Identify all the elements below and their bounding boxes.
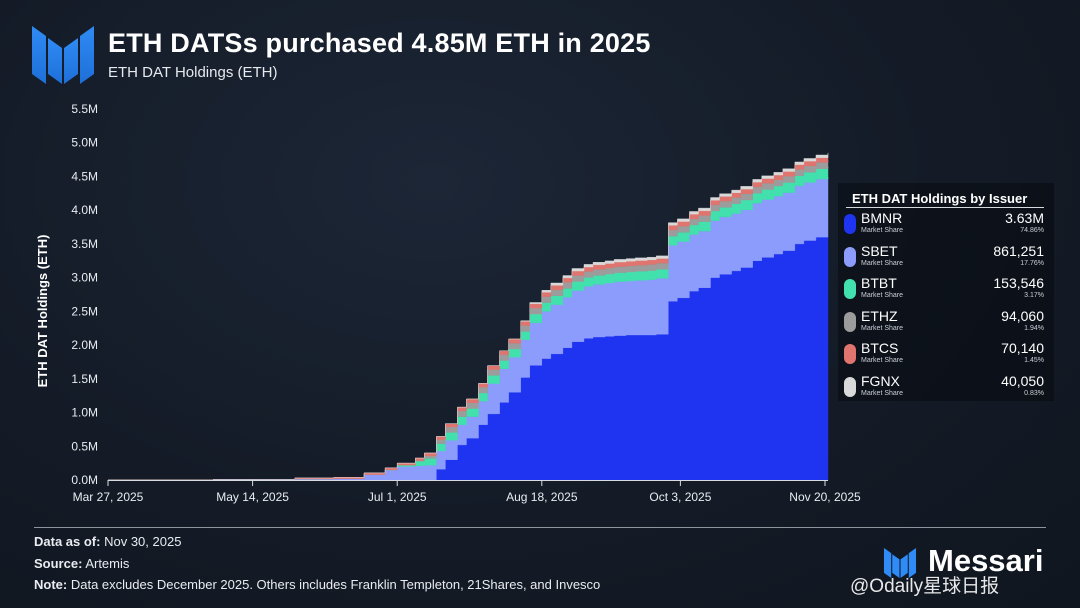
y-tick-label: 0.5M: [71, 439, 98, 453]
legend-holdings-value: 70,140: [1001, 340, 1044, 356]
legend-item-btbt: BTBT Market Share 153,546 3.17%: [844, 274, 1044, 306]
y-tick-label: 1.0M: [71, 406, 98, 420]
legend-issuer-name: FGNX: [861, 372, 900, 389]
legend-holdings-value: 94,060: [1001, 307, 1044, 324]
legend-issuer-name: ETHZ: [861, 307, 898, 324]
legend-market-share-label: Market Share: [861, 324, 904, 332]
source-label: Source:: [34, 556, 83, 571]
legend-item-fgnx: FGNX Market Share 40,050 0.83%: [844, 372, 1044, 404]
chart-subtitle: ETH DAT Holdings (ETH): [108, 64, 278, 81]
legend-swatch: [844, 279, 856, 299]
x-tick-label: Mar 27, 2025: [73, 490, 144, 504]
source-value: Artemis: [85, 556, 130, 571]
legend-holdings-value: 153,546: [993, 275, 1044, 291]
legend-swatch: [844, 311, 856, 332]
legend-item-ethz: ETHZ Market Share 94,060 1.94%: [844, 307, 1044, 339]
legend-item-btcs: BTCS Market Share 70,140 1.45%: [844, 339, 1044, 371]
messari-brand-icon: [883, 548, 917, 578]
data-as-of: Data as of: Nov 30, 2025: [34, 534, 181, 549]
area-fgnx: [108, 152, 829, 481]
chart-title: ETH DATSs purchased 4.85M ETH in 2025: [108, 28, 651, 58]
note-line: Note: Data excludes December 2025. Other…: [34, 577, 600, 592]
x-tick-label: Nov 20, 2025: [789, 490, 861, 504]
messari-logo-icon: [32, 26, 94, 84]
legend-market-share-value: 74.86%: [1020, 227, 1044, 234]
data-as-of-value: Nov 30, 2025: [104, 534, 182, 549]
source-line: Source: Artemis: [34, 556, 129, 571]
y-tick-label: 0.0M: [71, 473, 98, 487]
x-tick-label: Oct 3, 2025: [649, 490, 711, 504]
legend-market-share-label: Market Share: [861, 292, 904, 299]
x-tick-label: Jul 1, 2025: [368, 490, 427, 504]
legend-item-sbet: SBET Market Share 861,251 17.76%: [844, 242, 1044, 274]
legend-market-share-value: 1.45%: [1024, 357, 1044, 364]
watermark: @Odaily星球日报: [850, 576, 1000, 597]
legend-market-share-label: Market Share: [861, 357, 904, 364]
legend-market-share-label: Market Share: [861, 389, 904, 397]
legend-swatch: [844, 376, 856, 397]
note-label: Note:: [34, 577, 68, 592]
note-value: Data excludes December 2025. Others incl…: [70, 577, 601, 592]
x-tick-label: Aug 18, 2025: [506, 490, 578, 504]
y-axis-label: ETH DAT Holdings (ETH): [35, 235, 50, 388]
y-tick-label: 2.0M: [71, 338, 98, 352]
legend-item-bmnr: BMNR Market Share 3.63M 74.86%: [844, 209, 1044, 241]
y-tick-label: 3.5M: [71, 237, 98, 251]
legend-holdings-value: 3.63M: [1005, 210, 1044, 226]
legend-holdings-value: 40,050: [1001, 372, 1044, 389]
y-tick-label: 2.5M: [71, 304, 98, 318]
legend-swatch: [844, 214, 856, 234]
legend-issuer-name: SBET: [861, 242, 898, 259]
legend-background: [838, 183, 1054, 401]
legend-market-share-value: 1.94%: [1024, 324, 1044, 332]
legend-swatch: [844, 246, 856, 267]
legend-market-share-value: 17.76%: [1020, 259, 1044, 267]
footer-divider: [34, 527, 1046, 528]
legend: ETH DAT Holdings by Issuer BMNR Market Sh…: [838, 183, 1054, 401]
x-tick-label: May 14, 2025: [216, 490, 289, 504]
legend-market-share-value: 0.83%: [1024, 389, 1044, 397]
legend-issuer-name: BMNR: [861, 210, 903, 226]
y-tick-label: 5.5M: [71, 102, 98, 116]
y-tick-label: 3.0M: [71, 271, 98, 285]
data-as-of-label: Data as of:: [34, 534, 101, 549]
legend-divider: [846, 207, 1044, 208]
legend-market-share-value: 3.17%: [1024, 292, 1044, 299]
legend-holdings-value: 861,251: [993, 242, 1044, 259]
legend-issuer-name: BTCS: [861, 340, 899, 356]
y-tick-label: 1.5M: [71, 372, 98, 386]
legend-issuer-name: BTBT: [861, 275, 897, 291]
legend-title: ETH DAT Holdings by Issuer: [852, 191, 1028, 206]
y-tick-label: 4.0M: [71, 203, 98, 217]
brand-name: Messari: [928, 543, 1044, 578]
y-tick-label: 4.5M: [71, 169, 98, 183]
legend-market-share-label: Market Share: [861, 259, 904, 267]
y-tick-label: 5.0M: [71, 136, 98, 150]
legend-market-share-label: Market Share: [861, 227, 904, 234]
legend-swatch: [844, 344, 856, 364]
